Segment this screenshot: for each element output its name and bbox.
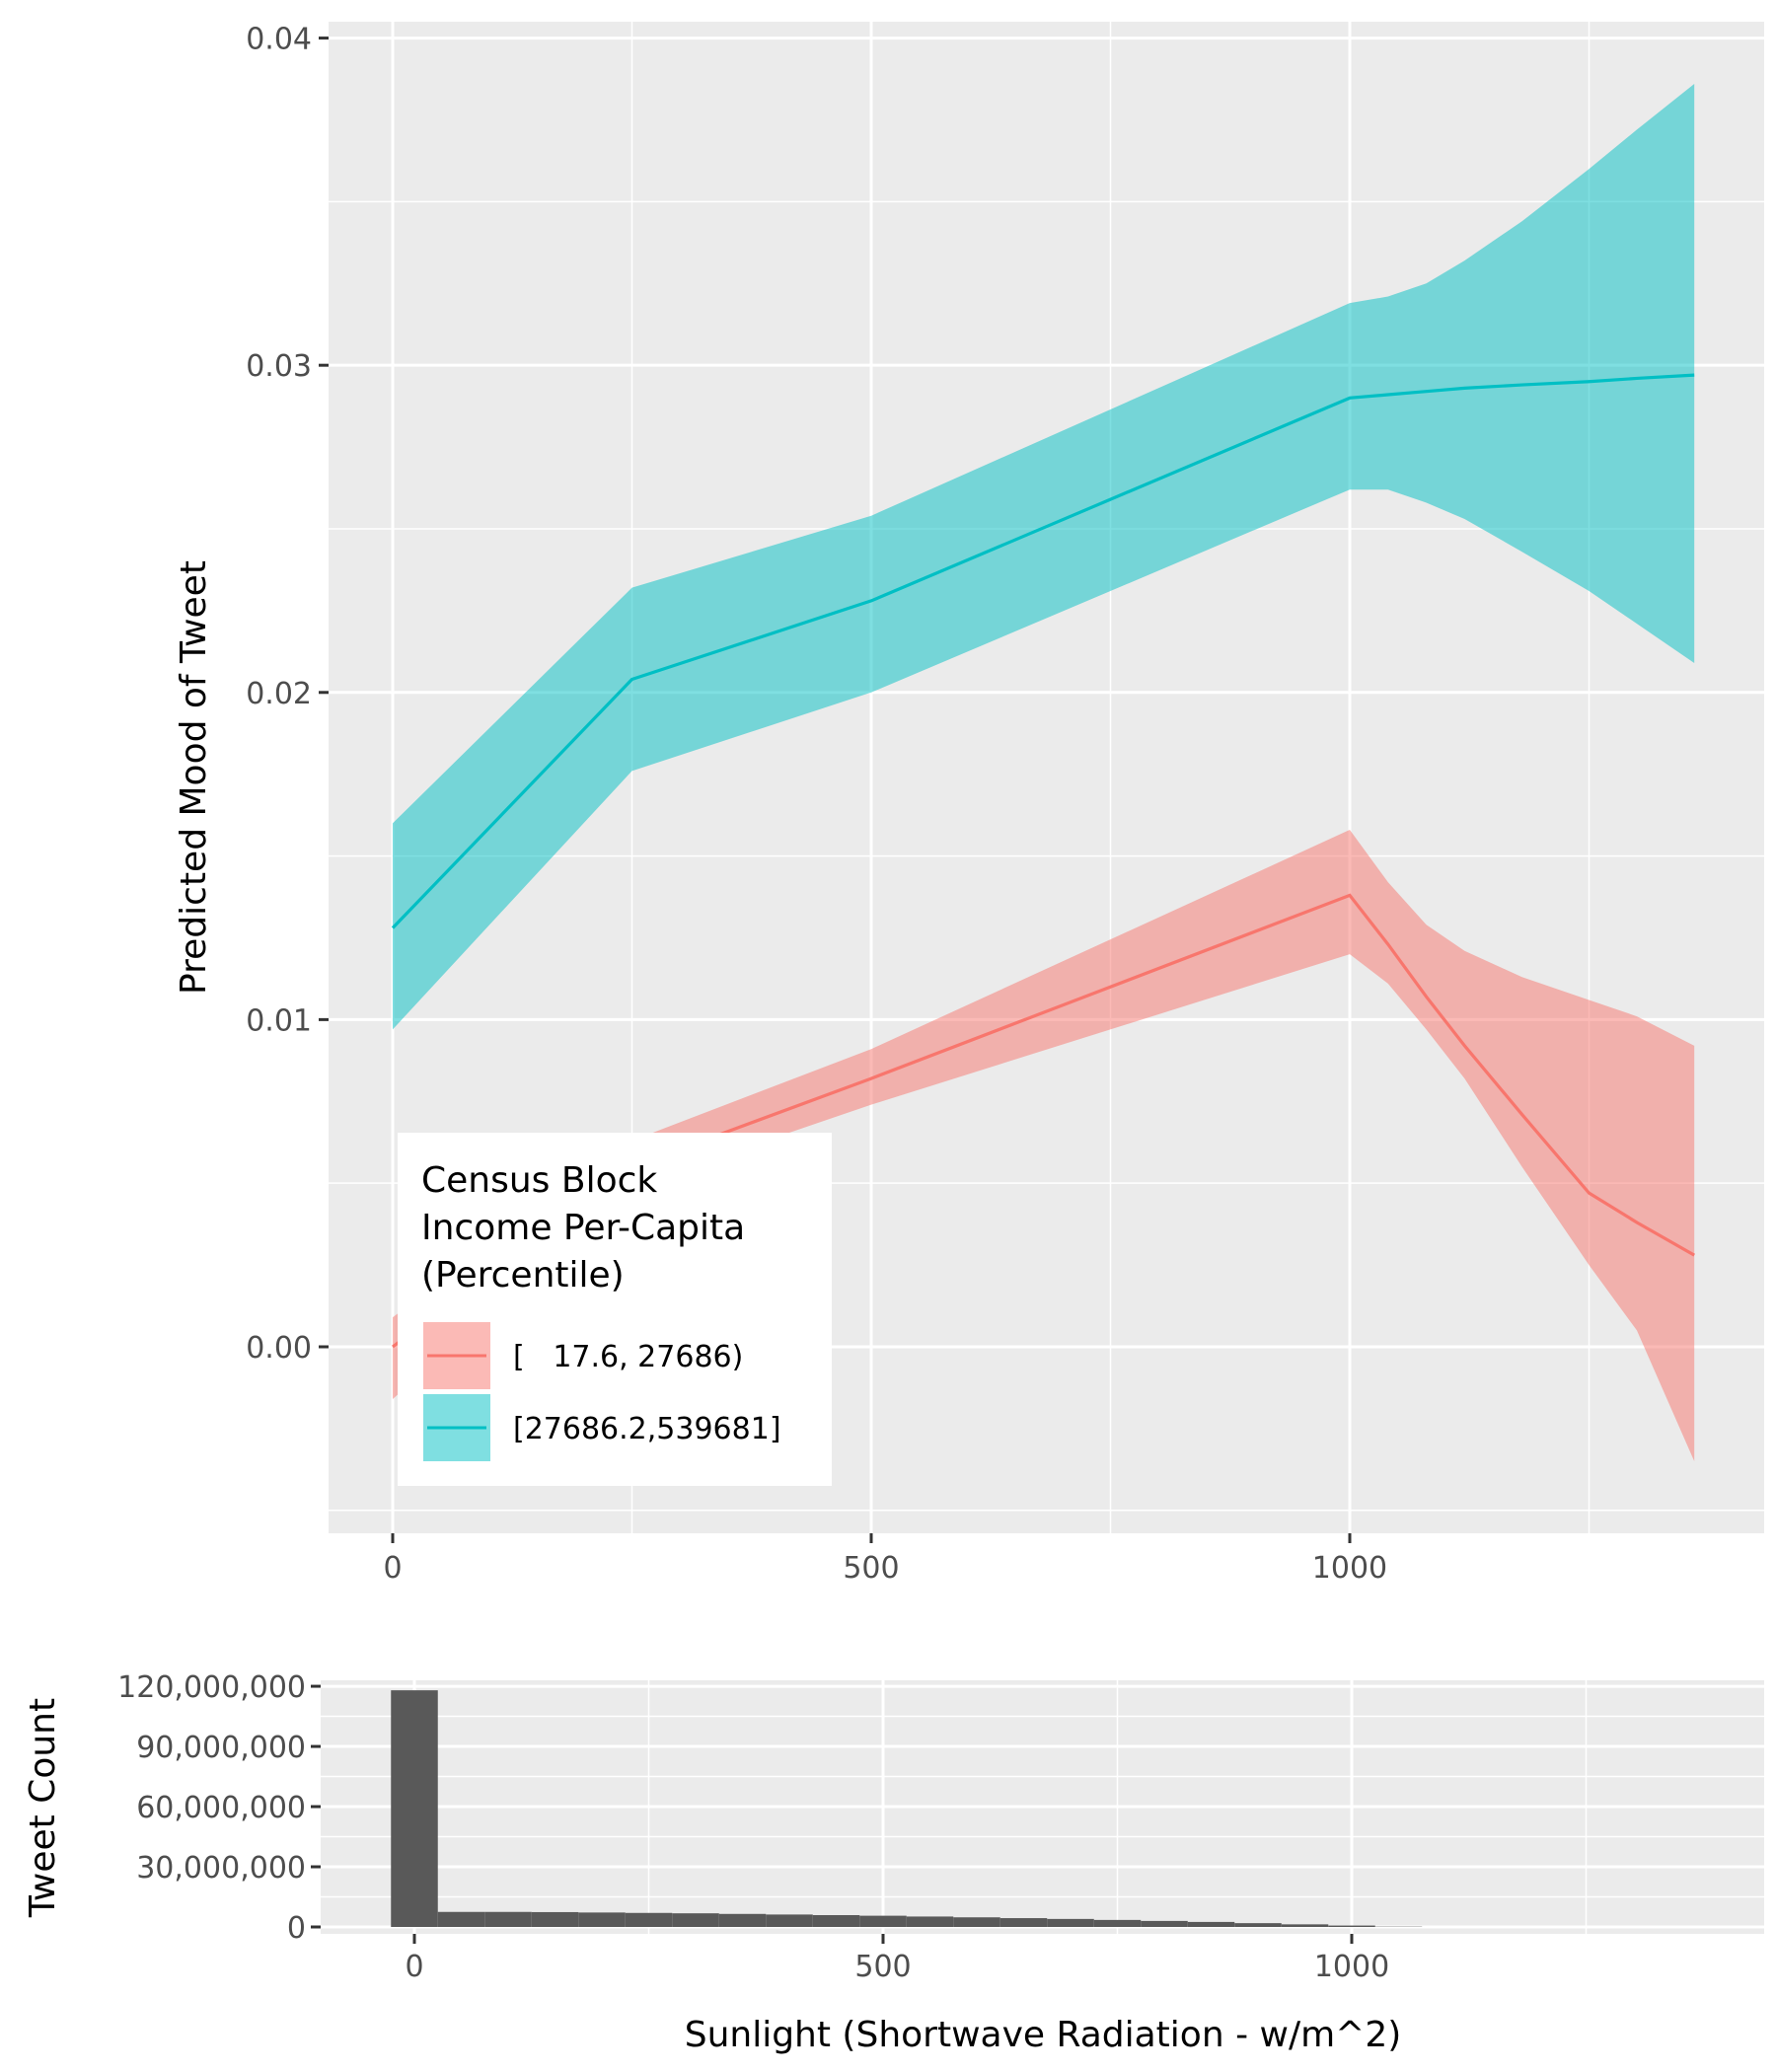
mood-line-series-0 [392, 893, 1695, 1349]
mood-lines [391, 373, 1695, 1349]
legend-item-low-income: [ 17.6, 27686) [423, 1322, 743, 1389]
mood-line-series-1 [391, 373, 1695, 929]
mood-y-axis: 0.00 0.01 0.02 0.03 0.04 [246, 23, 329, 1366]
mood-y-tick-label: 0.03 [246, 349, 312, 384]
count-bars [391, 1690, 1423, 1927]
histogram-bar [766, 1914, 813, 1927]
count-y-axis: 0 30,000,000 60,000,000 90,000,000 120,000,0… [117, 1670, 321, 1946]
histogram-bar [1328, 1925, 1375, 1927]
histogram-bar [1234, 1923, 1282, 1927]
histogram-bar [953, 1917, 1000, 1927]
histogram-bar [437, 1911, 485, 1927]
legend-item-high-income: [27686.2,539681] [423, 1394, 781, 1461]
legend-title: Census Block Income Per-Capita (Percenti… [421, 1160, 757, 1295]
histogram-bar [1187, 1921, 1235, 1927]
x-axis-title: Sunlight (Shortwave Radiation - w/m^2) [685, 2015, 1402, 2055]
histogram-bar [718, 1913, 767, 1927]
mood-y-tick-label: 0.01 [246, 1003, 312, 1038]
count-panel: 0 30,000,000 60,000,000 90,000,000 120,000,0… [23, 1670, 1764, 2055]
count-y-tick-label: 120,000,000 [117, 1670, 306, 1705]
histogram-bar [812, 1915, 860, 1927]
histogram-bar [1047, 1918, 1094, 1927]
legend-title-line-2: Income Per-Capita [421, 1208, 745, 1248]
confidence-ribbon-series-1 [392, 84, 1695, 1030]
histogram-bar [578, 1912, 626, 1927]
count-y-tick-label: 90,000,000 [136, 1731, 306, 1765]
count-x-axis: 0 500 1000 [405, 1934, 1389, 1984]
legend-label-low-income: [ 17.6, 27686) [513, 1340, 743, 1374]
count-x-tick-label: 0 [405, 1950, 423, 1984]
mood-x-tick-label: 1000 [1312, 1551, 1387, 1586]
legend-title-line-3: (Percentile) [421, 1255, 625, 1295]
count-y-tick-label: 60,000,000 [136, 1791, 306, 1825]
histogram-bar [1141, 1920, 1188, 1927]
mood-x-axis: 0 500 1000 [383, 1533, 1387, 1586]
histogram-bar [484, 1911, 532, 1927]
mood-x-tick-label: 500 [843, 1551, 899, 1586]
count-x-tick-label: 500 [854, 1950, 911, 1984]
histogram-bar [859, 1915, 907, 1927]
histogram-bar [1093, 1919, 1142, 1927]
y-axis-title-mood: Predicted Mood of Tweet [174, 560, 214, 995]
y-axis-title-count: Tweet Count [23, 1698, 63, 1918]
histogram-bar [906, 1916, 954, 1927]
histogram-bar [1281, 1924, 1329, 1927]
mood-y-tick-label: 0.02 [246, 677, 312, 711]
histogram-bar [999, 1918, 1048, 1927]
legend-title-line-1: Census Block [421, 1160, 657, 1201]
legend-label-high-income: [27686.2,539681] [513, 1412, 781, 1446]
count-x-tick-label: 1000 [1314, 1950, 1389, 1984]
histogram-bar [391, 1690, 438, 1927]
count-y-tick-label: 0 [287, 1911, 306, 1946]
count-y-tick-label: 30,000,000 [136, 1851, 306, 1886]
mood-y-tick-label: 0.04 [246, 23, 312, 57]
legend: Census Block Income Per-Capita (Percenti… [398, 1133, 832, 1486]
mood-y-tick-label: 0.00 [246, 1331, 312, 1366]
mood-x-tick-label: 0 [383, 1551, 402, 1586]
histogram-bar [531, 1911, 579, 1927]
histogram-bar [672, 1913, 719, 1927]
histogram-bar [625, 1912, 673, 1927]
